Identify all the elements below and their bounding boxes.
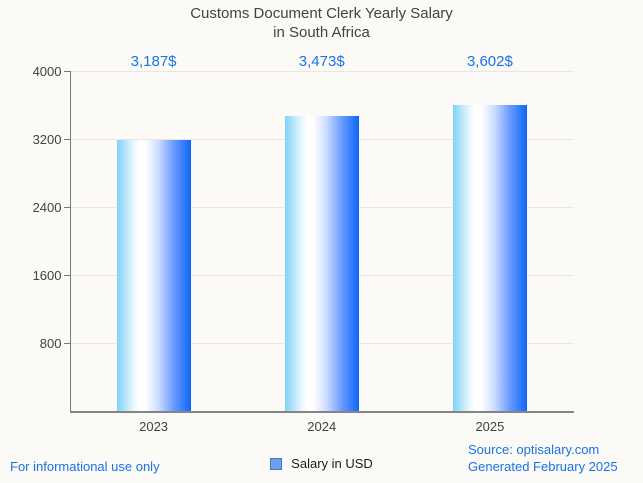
generated-line: Generated February 2025 — [468, 459, 618, 474]
chart-title-line1: Customs Document Clerk Yearly Salary — [190, 5, 453, 22]
bar — [452, 104, 527, 412]
y-tickmark — [63, 343, 70, 345]
y-tickmark — [63, 71, 70, 72]
y-tick-label: 2400 — [32, 199, 62, 215]
bar — [284, 115, 359, 412]
y-tick-label: 1600 — [32, 267, 62, 283]
bar-value-label: 3,187$ — [130, 53, 177, 70]
chart-title-line2: in South Africa — [273, 24, 370, 41]
bar-value-label: 3,602$ — [466, 53, 513, 70]
gridline — [69, 71, 574, 72]
bar-value-label: 3,473$ — [298, 53, 345, 70]
y-tick-label: 800 — [39, 335, 62, 351]
y-tick-label: 3200 — [32, 131, 62, 147]
bar — [116, 140, 191, 412]
x-axis-label: 2025 — [475, 419, 505, 434]
source-line: Source: optisalary.com — [468, 442, 600, 457]
x-axis-label: 2024 — [307, 419, 337, 434]
legend-label: Salary in USD — [291, 456, 373, 471]
x-axis-label: 2023 — [139, 419, 169, 434]
informational-note: For informational use only — [10, 459, 160, 474]
legend-swatch-icon — [270, 457, 283, 470]
x-axis-line — [69, 410, 574, 413]
y-axis-line — [69, 71, 71, 412]
y-tick-label: 4000 — [32, 63, 62, 79]
y-tickmark — [63, 139, 70, 141]
legend: Salary in USD — [0, 456, 643, 471]
chart-title: Customs Document Clerk Yearly Salary in … — [0, 4, 643, 42]
y-tickmark — [63, 207, 70, 209]
source-note: Source: optisalary.com Generated Februar… — [468, 441, 618, 475]
y-tickmark — [63, 275, 70, 277]
